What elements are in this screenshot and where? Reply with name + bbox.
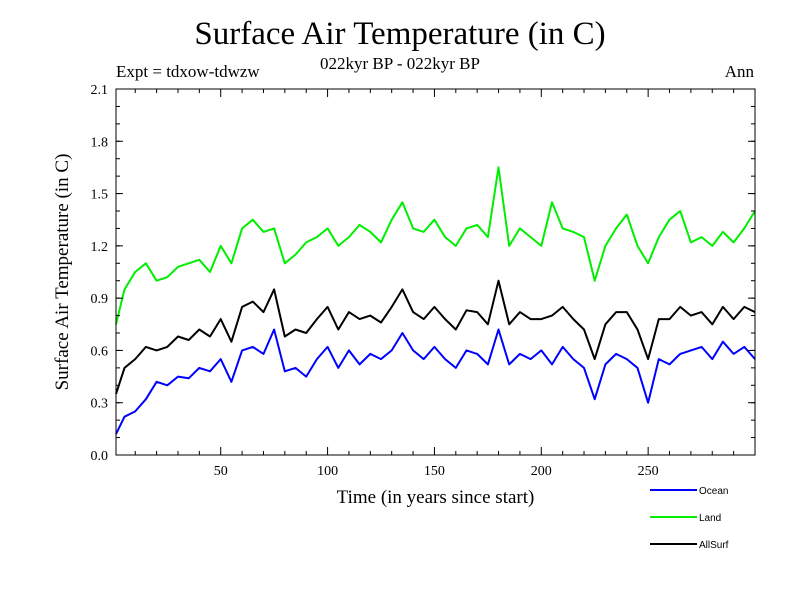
x-axis-label: Time (in years since start) <box>337 487 535 508</box>
chart-subtitle: 022kyr BP - 022kyr BP <box>320 54 480 73</box>
x-tick-label: 200 <box>531 464 552 479</box>
y-tick-label: 0.6 <box>91 344 109 359</box>
season-label: Ann <box>724 62 754 81</box>
plot-area-frame <box>115 88 756 456</box>
y-tick-label: 1.2 <box>91 240 109 255</box>
x-tick-label: 250 <box>638 464 659 479</box>
y-tick-label: 1.5 <box>91 188 109 203</box>
x-tick-label: 50 <box>214 464 228 479</box>
series-line-ocean <box>115 328 756 435</box>
y-tick-label: 2.1 <box>91 83 109 98</box>
chart-title: Surface Air Temperature (in C) <box>194 16 606 52</box>
y-tick-label: 0.3 <box>91 397 109 412</box>
x-tick-label: 100 <box>317 464 338 479</box>
y-tick-label: 0.0 <box>91 449 109 464</box>
legend-label: AllSurf <box>699 540 729 551</box>
legend-item-land: Land <box>650 513 721 524</box>
series-line-land <box>115 166 756 325</box>
series-line-allsurf <box>115 279 756 395</box>
y-tick-label: 0.9 <box>91 292 109 307</box>
experiment-label: Expt = tdxow-tdwzw <box>116 62 260 81</box>
legend-label: Ocean <box>699 486 728 497</box>
y-axis-label: Surface Air Temperature (in C) <box>52 154 73 391</box>
y-tick-label: 1.8 <box>91 135 109 150</box>
legend-item-ocean: Ocean <box>650 486 728 497</box>
x-tick-label: 150 <box>424 464 445 479</box>
legend-label: Land <box>699 513 721 524</box>
legend-item-allsurf: AllSurf <box>650 540 729 551</box>
